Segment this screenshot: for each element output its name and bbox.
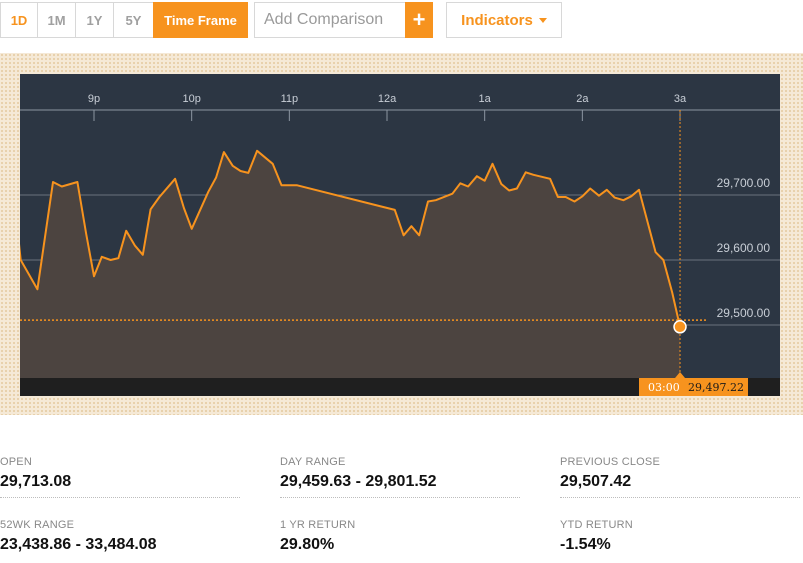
- time-frame-button[interactable]: Time Frame: [153, 2, 248, 38]
- tag-pointer: [675, 372, 686, 378]
- chevron-down-icon: [538, 17, 547, 23]
- stat-label: PREVIOUS CLOSE: [560, 456, 660, 468]
- stat-52wk-range: 52WK RANGE 23,438.86 - 33,484.08: [0, 503, 240, 563]
- stat-value: 29,459.63 - 29,801.52: [280, 473, 437, 490]
- stat-value: 29.80%: [280, 536, 335, 553]
- chart-footer-bar: [20, 378, 780, 396]
- x-tick-label: 10p: [182, 93, 200, 105]
- y-axis-labels: 29,700.00 29,600.00 29,500.00: [717, 176, 771, 320]
- stat-value: 29,507.42: [560, 473, 632, 490]
- add-comparison-input[interactable]: Add Comparison: [254, 2, 406, 38]
- range-1y-button[interactable]: 1Y: [75, 2, 114, 38]
- x-tick-label: 9p: [88, 93, 100, 105]
- stat-value: 29,713.08: [0, 473, 72, 490]
- last-value-label: 29,497.22: [688, 381, 744, 394]
- divider: [280, 497, 520, 498]
- price-line: [20, 149, 681, 328]
- divider: [0, 497, 240, 498]
- indicators-label: Indicators: [461, 11, 533, 29]
- x-axis: [20, 109, 780, 121]
- chart-toolbar: 1D 1M 1Y 5Y Time Frame Add Comparison + …: [0, 2, 803, 38]
- x-tick-label: 1a: [479, 93, 492, 105]
- stat-label: DAY RANGE: [280, 456, 346, 468]
- x-tick-label: 3a: [674, 93, 687, 105]
- x-axis-labels: 9p 10p 11p 12a 1a 2a 3a: [88, 93, 687, 105]
- x-tick-label: 12a: [378, 93, 397, 105]
- stat-label: 1 YR RETURN: [280, 519, 356, 531]
- stat-label: YTD RETURN: [560, 519, 633, 531]
- y-tick-label: 29,700.00: [717, 176, 771, 190]
- x-tick-label: 11p: [281, 93, 299, 105]
- stat-previous-close: PREVIOUS CLOSE 29,507.42: [560, 440, 800, 500]
- plus-icon: +: [412, 7, 426, 32]
- stat-1yr-return: 1 YR RETURN 29.80%: [280, 503, 520, 563]
- stat-value: 23,438.86 - 33,484.08: [0, 536, 157, 553]
- range-1d-button[interactable]: 1D: [0, 2, 38, 38]
- stat-value: -1.54%: [560, 536, 611, 553]
- last-price-marker[interactable]: [673, 320, 687, 334]
- stat-ytd-return: YTD RETURN -1.54%: [560, 503, 800, 563]
- stat-label: 52WK RANGE: [0, 519, 75, 531]
- range-1m-button[interactable]: 1M: [37, 2, 76, 38]
- y-tick-label: 29,500.00: [717, 306, 771, 320]
- stat-open: OPEN 29,713.08: [0, 440, 240, 500]
- range-5y-button[interactable]: 5Y: [113, 2, 154, 38]
- last-time-label: 03:00: [648, 381, 680, 394]
- last-price-tag: 03:00 29,497.22: [639, 372, 748, 396]
- stat-day-range: DAY RANGE 29,459.63 - 29,801.52: [280, 440, 520, 500]
- indicators-dropdown[interactable]: Indicators: [446, 2, 562, 38]
- price-chart[interactable]: 29,700.00 29,600.00 29,500.00 9p 10p 11p 12a 1…: [20, 74, 780, 396]
- price-area: [20, 150, 680, 378]
- stat-label: OPEN: [0, 456, 32, 468]
- divider: [560, 497, 800, 498]
- y-tick-label: 29,600.00: [717, 241, 771, 255]
- add-comparison-button[interactable]: +: [405, 2, 433, 38]
- tag-box: [639, 378, 748, 396]
- x-tick-label: 2a: [576, 93, 589, 105]
